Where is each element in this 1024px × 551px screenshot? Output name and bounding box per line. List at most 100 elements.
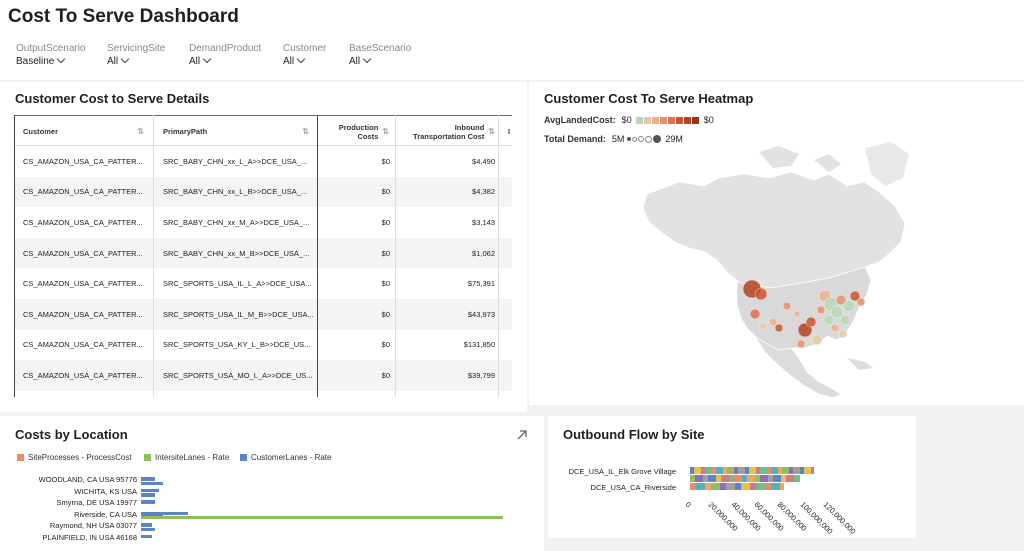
stacked-bar-segment[interactable]	[712, 467, 716, 474]
bar-customer-lanes[interactable]	[141, 488, 160, 492]
sort-arrows-icon[interactable]: ⇅	[137, 127, 144, 136]
stacked-bar-segment[interactable]	[773, 475, 781, 482]
stacked-bar-segment[interactable]	[747, 475, 755, 482]
bar-customer-lanes[interactable]	[141, 493, 156, 497]
map-point[interactable]	[839, 314, 851, 326]
stacked-bar-segment[interactable]	[735, 483, 741, 490]
map-point[interactable]	[768, 317, 778, 327]
stacked-bar-segment[interactable]	[729, 475, 734, 482]
stacked-bar-segment[interactable]	[781, 475, 786, 482]
map-point[interactable]	[830, 305, 844, 319]
stacked-bar-segment[interactable]	[734, 475, 742, 482]
expand-arrow-icon[interactable]	[516, 429, 528, 441]
stacked-bar-segment[interactable]	[720, 483, 726, 490]
table-row[interactable]: CS_AMAZON_USA_CA_PATTER... SRC_SPORTS_USA…	[14, 360, 512, 391]
stacked-bar-segment[interactable]	[755, 475, 760, 482]
stacked-bar-segment[interactable]	[723, 467, 727, 474]
stacked-bar-segment[interactable]	[778, 467, 782, 474]
filter-output-scenario[interactable]: OutputScenario Baseline	[16, 43, 86, 67]
bar-customer-lanes[interactable]	[141, 511, 189, 515]
filter-base-scenario[interactable]: BaseScenario All	[349, 43, 411, 67]
stacked-bar-segment[interactable]	[767, 467, 771, 474]
bar-customer-lanes[interactable]	[141, 512, 163, 516]
filter-demand-product[interactable]: DemandProduct All	[189, 43, 261, 67]
map-point[interactable]	[830, 323, 840, 333]
map-point[interactable]	[816, 305, 826, 315]
stacked-bar-segment[interactable]	[793, 467, 800, 474]
stacked-bar-segment[interactable]	[771, 467, 778, 474]
stacked-bar-segment[interactable]	[701, 467, 705, 474]
stacked-bar-segment[interactable]	[711, 483, 720, 490]
stacked-bar-segment[interactable]	[695, 475, 703, 482]
stacked-bar-segment[interactable]	[705, 467, 712, 474]
bar-intersite[interactable]	[141, 515, 503, 519]
stacked-bar-segment[interactable]	[771, 483, 780, 490]
table-row[interactable]: CS_AMAZON_USA_CA_PATTER... SRC_BABY_CHN_x…	[14, 146, 512, 177]
map-point[interactable]	[758, 321, 768, 331]
stacked-bar-segment[interactable]	[742, 475, 747, 482]
bar-customer-lanes[interactable]	[141, 500, 156, 504]
table-row[interactable]: CS_AMAZON_USA_CA_PATTER... SRC_SPORTS_USA…	[14, 299, 512, 330]
map-point[interactable]	[849, 290, 861, 302]
column-header-primary-path[interactable]: PrimaryPath ⇅	[163, 116, 313, 147]
column-header-customer[interactable]: Customer ⇅	[23, 116, 148, 147]
stacked-bar-segment[interactable]	[690, 467, 694, 474]
bar-customer-lanes[interactable]	[141, 523, 152, 527]
table-row[interactable]: CS_AMAZON_USA_CA_PATTER... SRC_BABY_CHN_x…	[14, 237, 512, 269]
filter-value[interactable]: All	[349, 54, 411, 67]
stacked-bar-segment[interactable]	[789, 467, 793, 474]
stacked-bar-segment[interactable]	[800, 467, 804, 474]
stacked-bar-segment[interactable]	[782, 467, 789, 474]
map-point[interactable]	[796, 339, 806, 349]
stacked-bar-segment[interactable]	[750, 483, 756, 490]
filter-servicing-site[interactable]: ServicingSite All	[107, 43, 165, 67]
table-row[interactable]: CS_AMAZON_USA_CA_PATTER... SRC_SPORTS_USA…	[14, 268, 512, 299]
filter-customer[interactable]: Customer All	[283, 43, 326, 67]
map-point[interactable]	[842, 299, 856, 313]
map-point[interactable]	[774, 323, 784, 333]
map-point[interactable]	[793, 310, 801, 318]
map-point[interactable]	[805, 316, 817, 328]
stacked-bar-segment[interactable]	[780, 483, 785, 490]
stacked-bar-segment[interactable]	[756, 467, 760, 474]
stacked-bar-segment[interactable]	[727, 467, 734, 474]
stacked-bar-segment[interactable]	[705, 483, 711, 490]
sort-arrows-icon[interactable]: ⇅	[302, 127, 309, 136]
stacked-bar-segment[interactable]	[694, 467, 701, 474]
stacked-bar-segment[interactable]	[804, 467, 811, 474]
stacked-bar-segment[interactable]	[786, 475, 794, 482]
stacked-bar-segment[interactable]	[749, 467, 756, 474]
map-point[interactable]	[823, 314, 835, 326]
stacked-bar-segment[interactable]	[745, 467, 749, 474]
stacked-bar-segment[interactable]	[741, 483, 750, 490]
stacked-bar-segment[interactable]	[690, 475, 695, 482]
table-row[interactable]: CS_AMAZON_USA_CA_PATTER... SRC_BABY_CHN_x…	[14, 207, 512, 238]
map-point[interactable]	[835, 294, 847, 306]
stacked-bar-segment[interactable]	[794, 475, 799, 482]
stacked-bar-segment[interactable]	[721, 475, 729, 482]
filter-value[interactable]: Baseline	[16, 54, 86, 67]
map-point[interactable]	[782, 301, 792, 311]
filter-value[interactable]: All	[189, 54, 261, 67]
stacked-bar-segment[interactable]	[811, 467, 815, 474]
column-header-inbound-cost[interactable]: Inbound Transportation Cost ⇅	[396, 116, 495, 147]
map-point[interactable]	[754, 287, 768, 301]
map-point[interactable]	[838, 329, 848, 339]
stacked-bar-segment[interactable]	[768, 475, 773, 482]
map-point[interactable]	[856, 297, 866, 307]
stacked-bar-segment[interactable]	[765, 483, 771, 490]
bar-customer-lanes[interactable]	[141, 534, 152, 538]
filter-value[interactable]: All	[283, 54, 326, 67]
bar-customer-lanes[interactable]	[141, 481, 163, 485]
stacked-bar-segment[interactable]	[726, 483, 735, 490]
stacked-bar-segment[interactable]	[760, 475, 768, 482]
stacked-bar-segment[interactable]	[756, 483, 765, 490]
stacked-bar-segment[interactable]	[716, 467, 723, 474]
table-row[interactable]: CS_AMAZON_USA_CA_PATTER... SRC_SPORTS_USA…	[14, 330, 512, 361]
filter-value[interactable]: All	[107, 54, 165, 67]
map-point[interactable]	[749, 308, 761, 320]
stacked-bar-segment[interactable]	[708, 475, 716, 482]
stacked-bar-segment[interactable]	[690, 483, 696, 490]
stacked-bar-segment[interactable]	[696, 483, 705, 490]
sort-arrows-icon[interactable]: ⇅	[488, 127, 495, 136]
